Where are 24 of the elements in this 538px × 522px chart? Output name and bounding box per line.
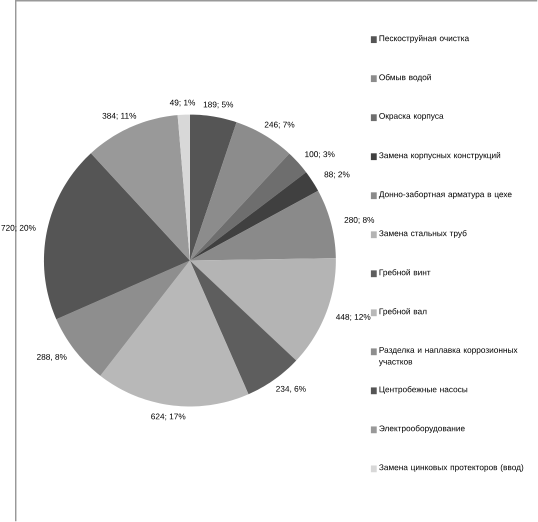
data-label: 189; 5% xyxy=(204,102,234,108)
legend-label: Окраска корпуса xyxy=(379,113,444,120)
data-label: 384; 11% xyxy=(102,112,136,120)
data-label: 234, 6% xyxy=(276,386,306,393)
data-label: 720; 20% xyxy=(1,224,36,232)
legend-label: Обмыв водой xyxy=(379,74,431,82)
legend-label: Пескоструйная очистка xyxy=(380,34,470,43)
data-label: 88; 2% xyxy=(324,171,350,178)
legend-label: Гребной вал xyxy=(380,308,426,316)
data-label: 280; 8% xyxy=(344,216,374,224)
legend-label: Электрооборудование xyxy=(379,425,465,433)
legend-label: Разделка и наплавка коррозионных участков xyxy=(378,347,518,366)
legend-label: Донно-забортная арматура в цехе xyxy=(378,191,512,199)
data-label: 246; 7% xyxy=(264,122,294,128)
data-label: 448; 12% xyxy=(336,314,370,321)
legend-label: Гребной винт xyxy=(380,269,430,277)
legend-label: Замена корпусных конструкций xyxy=(379,152,500,160)
data-label: 100; 3% xyxy=(305,151,335,158)
legend-label: Замена стальных труб xyxy=(379,230,467,238)
legend-label: Замена цинковых протекторов (ввод) xyxy=(379,464,524,472)
data-label: 624; 17% xyxy=(151,414,186,420)
data-label: 49; 1% xyxy=(170,100,196,106)
legend-label: Центробежные насосы xyxy=(380,386,468,394)
data-label: 288, 8% xyxy=(36,354,67,361)
